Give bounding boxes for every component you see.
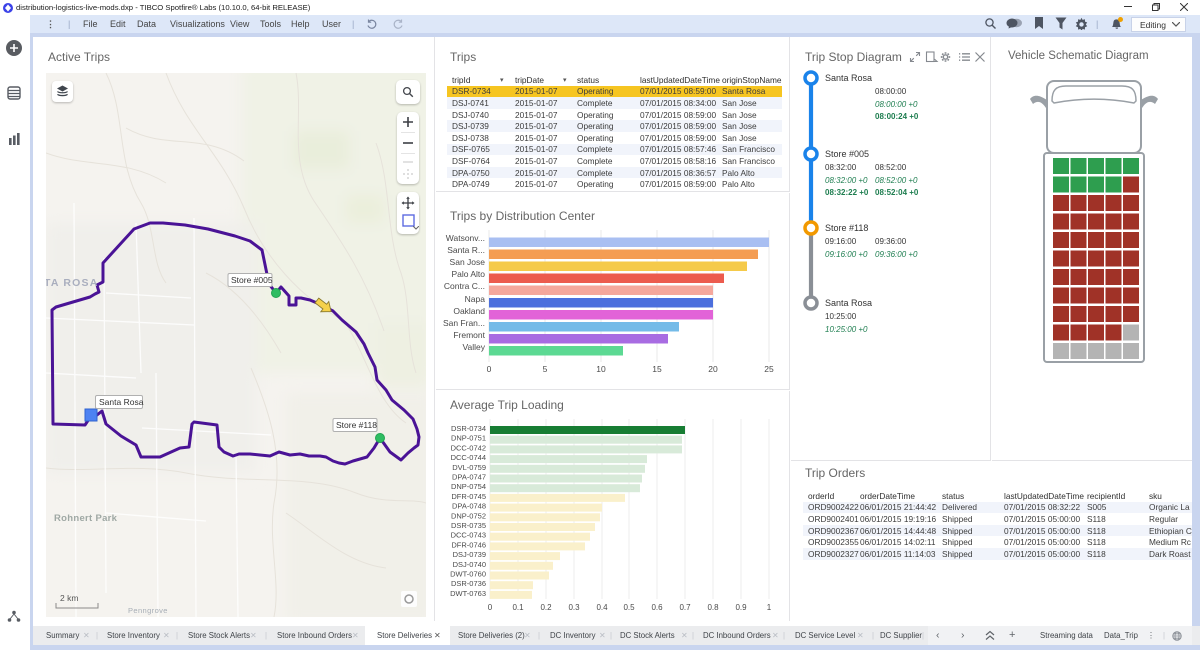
- svg-text:DSJ-0740: DSJ-0740: [453, 560, 486, 569]
- svg-text:DSR-0736: DSR-0736: [451, 579, 486, 588]
- svg-text:08:32:22 +0: 08:32:22 +0: [825, 188, 869, 197]
- svg-text:09:16:00 +0: 09:16:00 +0: [825, 250, 868, 259]
- svg-text:Watsonv...: Watsonv...: [446, 233, 485, 243]
- svg-text:Oakland: Oakland: [453, 306, 485, 316]
- svg-text:Napa: Napa: [465, 294, 486, 304]
- svg-text:Fremont: Fremont: [453, 330, 485, 340]
- svg-text:DNP-0754: DNP-0754: [451, 482, 486, 491]
- svg-text:TA ROSA: TA ROSA: [46, 277, 98, 289]
- svg-text:1: 1: [767, 603, 772, 612]
- svg-text:DCC-0744: DCC-0744: [451, 453, 486, 462]
- svg-text:0: 0: [487, 364, 492, 374]
- svg-text:08:52:04 +0: 08:52:04 +0: [875, 188, 919, 197]
- svg-text:0.5: 0.5: [623, 603, 635, 612]
- svg-text:0.2: 0.2: [540, 603, 552, 612]
- svg-text:DNP-0752: DNP-0752: [451, 511, 486, 520]
- svg-text:08:32:00: 08:32:00: [825, 163, 857, 172]
- svg-text:San Fran...: San Fran...: [443, 318, 485, 328]
- svg-text:DFR-0746: DFR-0746: [451, 540, 486, 549]
- svg-text:08:00:00: 08:00:00: [875, 87, 907, 96]
- svg-text:0: 0: [488, 603, 493, 612]
- svg-text:25: 25: [764, 364, 774, 374]
- svg-text:DFR-0745: DFR-0745: [451, 492, 486, 501]
- svg-text:Santa Rosa: Santa Rosa: [825, 298, 872, 308]
- svg-text:0.6: 0.6: [651, 603, 663, 612]
- svg-text:09:36:00 +0: 09:36:00 +0: [875, 250, 918, 259]
- svg-text:5: 5: [543, 364, 548, 374]
- svg-text:08:00:00 +0: 08:00:00 +0: [875, 100, 918, 109]
- svg-text:Store #118: Store #118: [825, 223, 868, 233]
- svg-text:DSR-0734: DSR-0734: [451, 424, 486, 433]
- svg-text:08:32:00 +0: 08:32:00 +0: [825, 176, 868, 185]
- svg-text:0.9: 0.9: [735, 603, 747, 612]
- svg-text:Store #005: Store #005: [231, 275, 273, 285]
- svg-text:DWT-0763: DWT-0763: [450, 589, 486, 598]
- svg-text:DCC-0743: DCC-0743: [451, 531, 486, 540]
- svg-text:08:52:00: 08:52:00: [875, 163, 907, 172]
- svg-text:20: 20: [708, 364, 718, 374]
- svg-text:0.4: 0.4: [596, 603, 608, 612]
- svg-text:DCC-0742: DCC-0742: [451, 443, 486, 452]
- svg-text:Valley: Valley: [462, 342, 485, 352]
- svg-text:Store #005: Store #005: [825, 149, 869, 159]
- svg-text:2 km: 2 km: [60, 593, 78, 603]
- svg-text:10: 10: [596, 364, 606, 374]
- svg-text:DSR-0735: DSR-0735: [451, 521, 486, 530]
- svg-text:08:00:24 +0: 08:00:24 +0: [875, 112, 919, 121]
- svg-text:09:16:00: 09:16:00: [825, 237, 857, 246]
- svg-text:DWT-0760: DWT-0760: [450, 570, 486, 579]
- svg-text:Santa Rosa: Santa Rosa: [99, 397, 144, 407]
- svg-text:DPA-0747: DPA-0747: [452, 473, 486, 482]
- svg-text:Contra C...: Contra C...: [444, 281, 485, 291]
- svg-text:15: 15: [652, 364, 662, 374]
- svg-text:DPA-0748: DPA-0748: [452, 502, 486, 511]
- svg-text:Santa R...: Santa R...: [447, 245, 485, 255]
- svg-text:DNP-0751: DNP-0751: [451, 434, 486, 443]
- svg-text:Rohnert Park: Rohnert Park: [54, 513, 118, 524]
- svg-text:10:25:00: 10:25:00: [825, 312, 857, 321]
- svg-text:San Jose: San Jose: [450, 257, 486, 267]
- svg-text:09:36:00: 09:36:00: [875, 237, 907, 246]
- svg-text:Santa Rosa: Santa Rosa: [825, 73, 872, 83]
- svg-text:0.8: 0.8: [707, 603, 719, 612]
- svg-text:Penngrove: Penngrove: [128, 606, 168, 615]
- svg-text:DSJ-0739: DSJ-0739: [453, 550, 486, 559]
- svg-text:0.1: 0.1: [512, 603, 524, 612]
- svg-text:DVL-0759: DVL-0759: [452, 463, 486, 472]
- svg-text:Store #118: Store #118: [336, 420, 377, 430]
- svg-text:0.3: 0.3: [568, 603, 580, 612]
- svg-text:Palo Alto: Palo Alto: [451, 269, 485, 279]
- svg-text:08:52:00 +0: 08:52:00 +0: [875, 176, 918, 185]
- svg-text:10:25:00 +0: 10:25:00 +0: [825, 325, 868, 334]
- svg-text:0.7: 0.7: [679, 603, 691, 612]
